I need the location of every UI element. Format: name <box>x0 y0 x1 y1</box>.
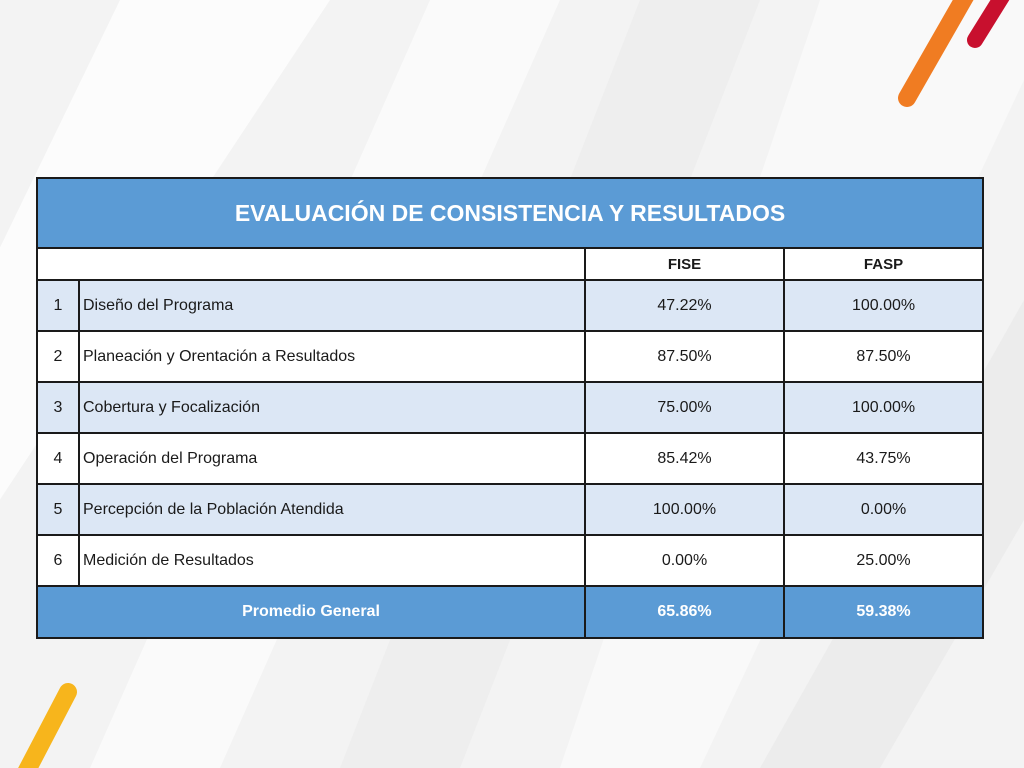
row-label: Operación del Programa <box>78 432 586 485</box>
row-number: 3 <box>36 381 80 434</box>
row-number: 1 <box>36 279 80 332</box>
fise-value: 85.42% <box>584 432 785 485</box>
row-label: Planeación y Orentación a Resultados <box>78 330 586 383</box>
row-number: 6 <box>36 534 80 587</box>
total-fise-value: 65.86% <box>584 585 785 639</box>
row-label: Medición de Resultados <box>78 534 586 587</box>
fasp-value: 100.00% <box>782 279 985 332</box>
table-row: 3 Cobertura y Focalización 75.00% 100.00… <box>36 381 985 434</box>
row-label: Cobertura y Focalización <box>78 381 586 434</box>
orange-accent-stripe <box>898 0 974 107</box>
fasp-value: 43.75% <box>782 432 985 485</box>
row-label: Diseño del Programa <box>78 279 586 332</box>
fasp-value: 25.00% <box>782 534 985 587</box>
column-header-fasp: FASP <box>782 247 985 281</box>
red-accent-stripe <box>967 0 1010 48</box>
fise-value: 47.22% <box>584 279 785 332</box>
table-title-row: EVALUACIÓN DE CONSISTENCIA Y RESULTADOS <box>35 177 985 249</box>
table-row: 4 Operación del Programa 85.42% 43.75% <box>36 432 985 485</box>
total-fasp-value: 59.38% <box>782 585 985 639</box>
table-row: 6 Medición de Resultados 0.00% 25.00% <box>36 534 985 587</box>
evaluation-table: EVALUACIÓN DE CONSISTENCIA Y RESULTADOS … <box>35 177 985 639</box>
column-header-row: FISE FASP <box>36 247 985 281</box>
fise-value: 0.00% <box>584 534 785 587</box>
row-label: Percepción de la Población Atendida <box>78 483 586 536</box>
row-number: 5 <box>36 483 80 536</box>
table-row: 1 Diseño del Programa 47.22% 100.00% <box>36 279 985 332</box>
column-header-fise: FISE <box>584 247 785 281</box>
table-title: EVALUACIÓN DE CONSISTENCIA Y RESULTADOS <box>35 177 985 249</box>
fise-value: 100.00% <box>584 483 785 536</box>
table-row: 5 Percepción de la Población Atendida 10… <box>36 483 985 536</box>
fasp-value: 87.50% <box>782 330 985 383</box>
table-row: 2 Planeación y Orentación a Resultados 8… <box>36 330 985 383</box>
row-number: 4 <box>36 432 80 485</box>
total-label: Promedio General <box>36 585 586 639</box>
fasp-value: 100.00% <box>782 381 985 434</box>
evaluation-table-container: EVALUACIÓN DE CONSISTENCIA Y RESULTADOS … <box>35 177 985 639</box>
row-number: 2 <box>36 330 80 383</box>
header-blank-cell <box>36 247 586 281</box>
yellow-accent-stripe <box>18 683 77 768</box>
fise-value: 75.00% <box>584 381 785 434</box>
fasp-value: 0.00% <box>782 483 985 536</box>
fise-value: 87.50% <box>584 330 785 383</box>
total-row: Promedio General 65.86% 59.38% <box>36 585 985 639</box>
